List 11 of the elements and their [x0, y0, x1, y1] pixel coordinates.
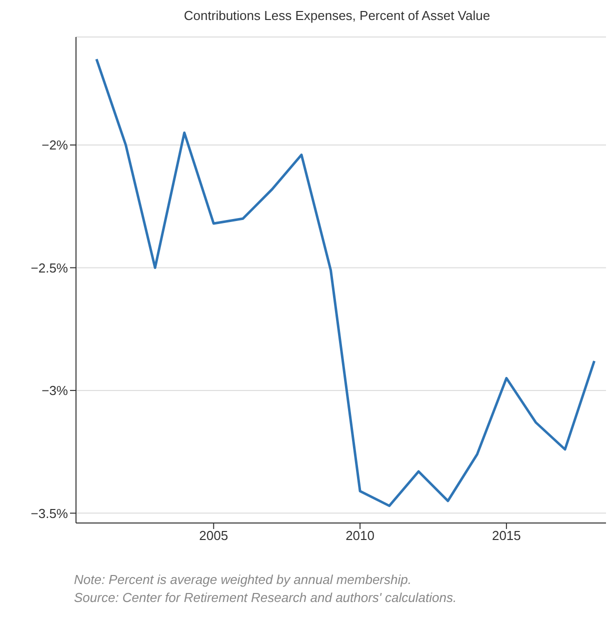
- chart-title: Contributions Less Expenses, Percent of Asset Value: [182, 8, 492, 23]
- x-tick-label: 2010: [346, 528, 374, 544]
- y-tick-label: −2.5%: [30, 260, 68, 276]
- y-tick-label: −2%: [42, 138, 68, 153]
- text: Note: Percent is average weighted by annual membership.: [74, 571, 412, 589]
- y-tick-label: −3.5%: [30, 506, 68, 521]
- line-series: [95, 58, 596, 508]
- y-tick-label: −3%: [42, 383, 68, 398]
- x-tick-label: 2015: [492, 528, 521, 544]
- x-tick-label: 2005: [199, 528, 228, 544]
- source-note: Source: Center for Retirement Research and authors' calculations.: [74, 589, 458, 607]
